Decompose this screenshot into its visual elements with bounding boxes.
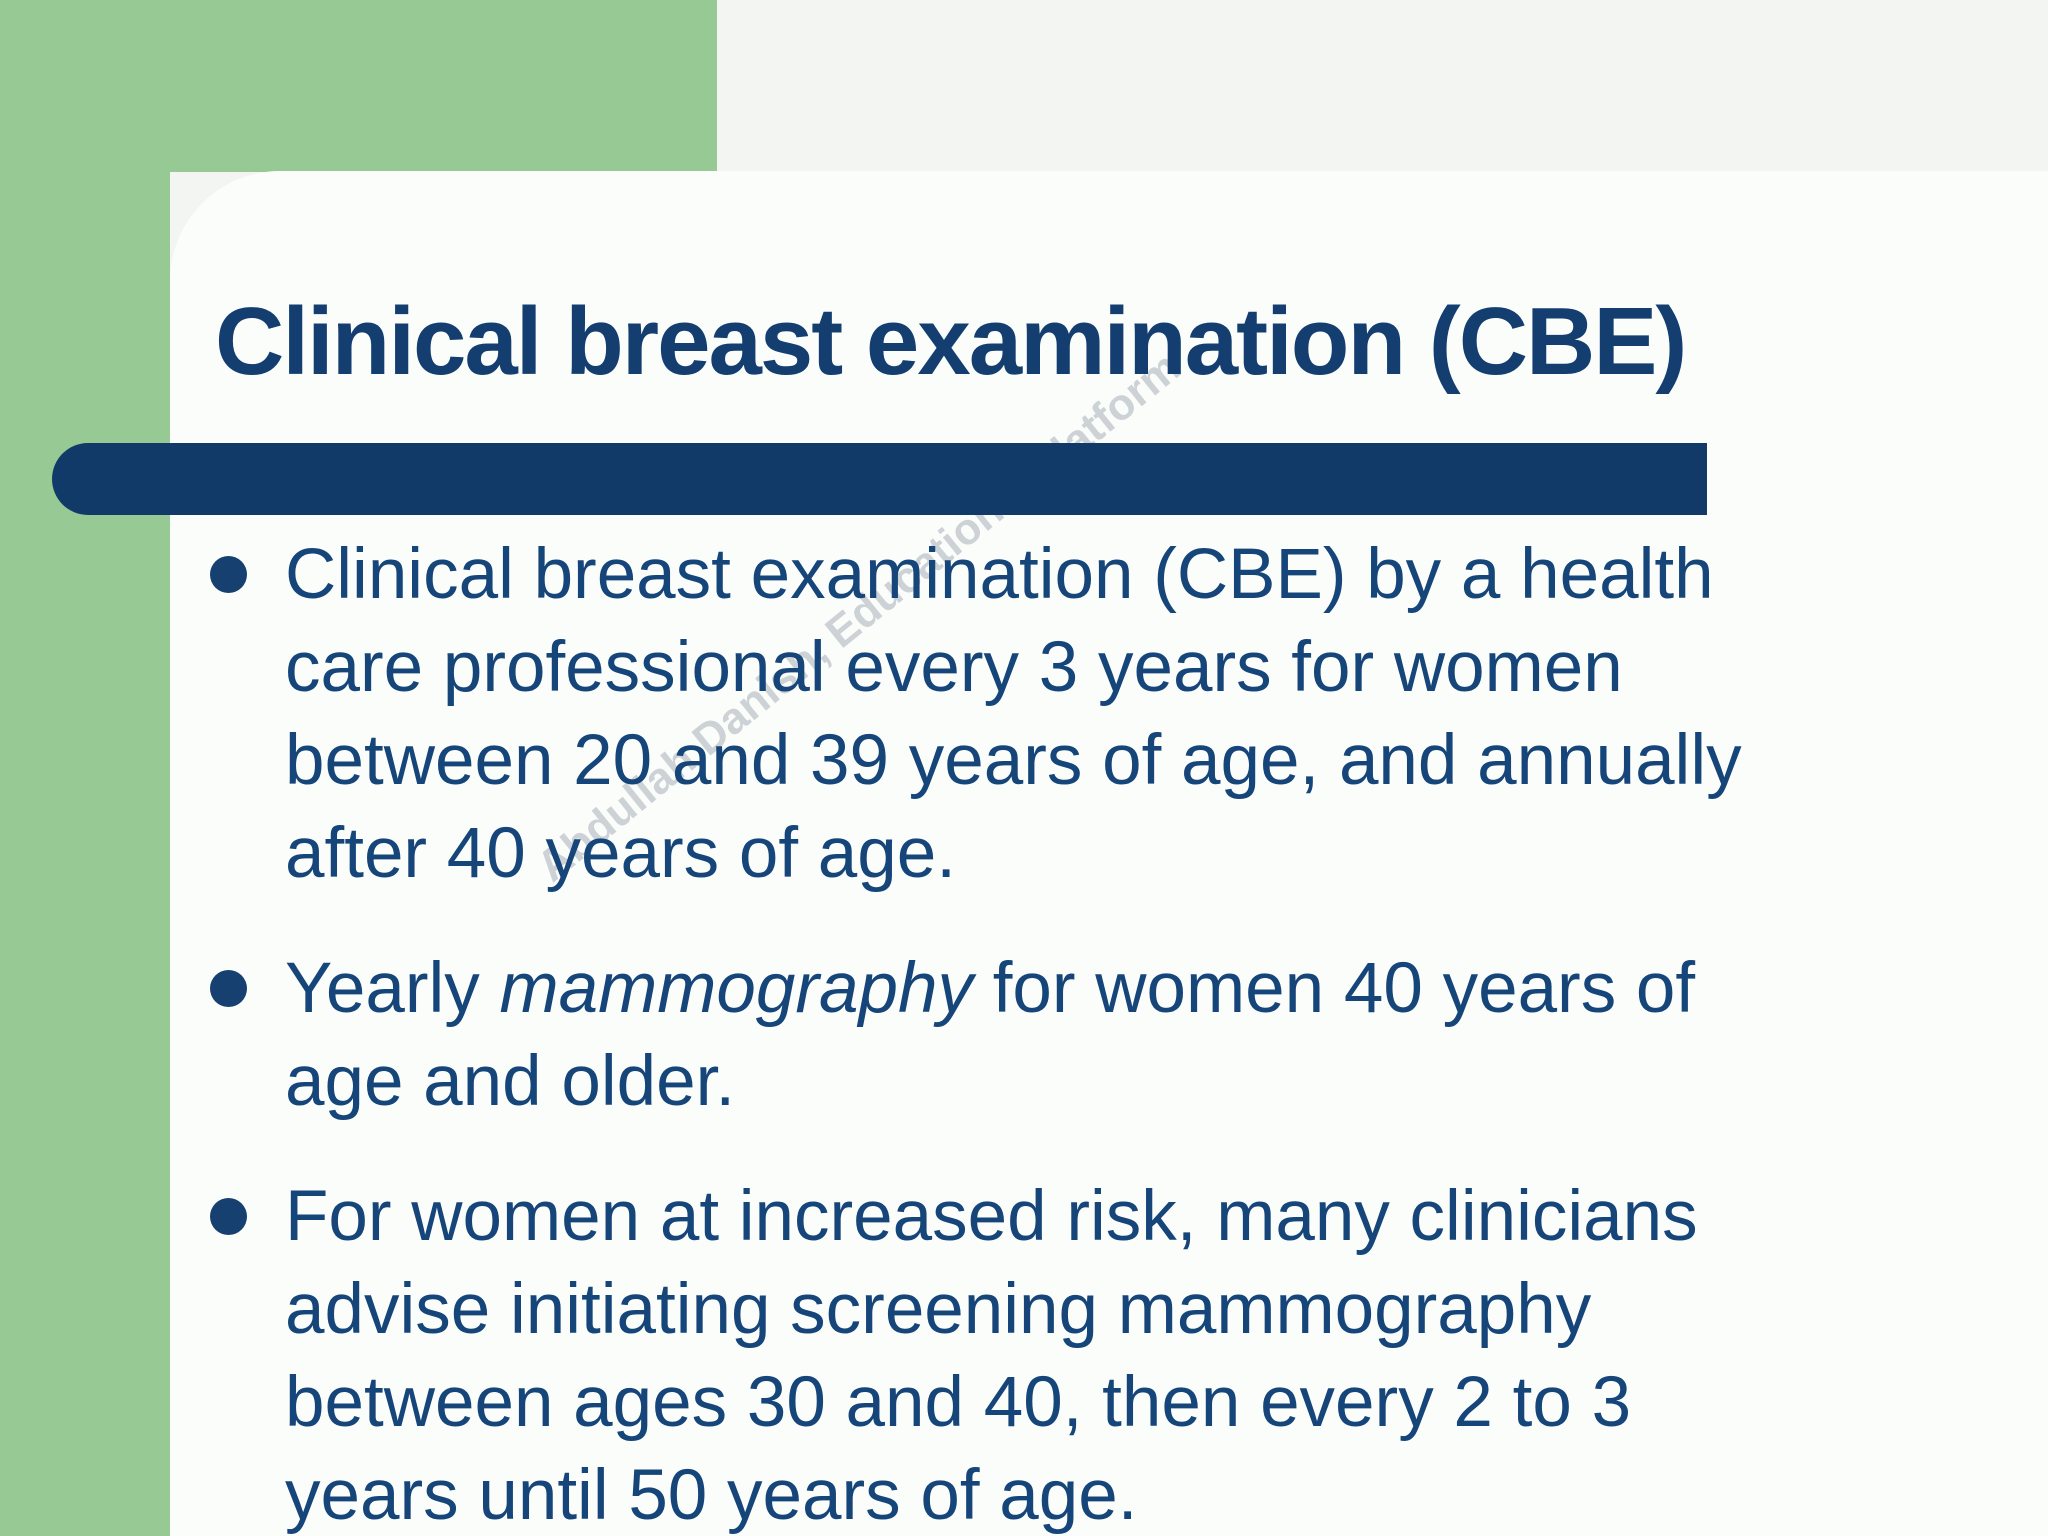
bullet-text-suffix: for women 40 years of age and older. — [285, 949, 1696, 1121]
bullet-text-prefix: Clinical breast examination (CBE) by a h… — [285, 535, 1742, 893]
bullet-item: For women at increased risk, many clinic… — [210, 1170, 1930, 1536]
title-underline-bar — [52, 443, 1707, 515]
bullet-text: Yearly mammography for women 40 years of… — [285, 942, 1695, 1128]
bullet-list: Clinical breast examination (CBE) by a h… — [210, 528, 1930, 1536]
bullet-item: Clinical breast examination (CBE) by a h… — [210, 528, 1930, 900]
slide-title: Clinical breast examination (CBE) — [215, 288, 1687, 395]
bullet-dot-icon — [210, 1198, 247, 1235]
bullet-dot-icon — [210, 970, 247, 1007]
bullet-dot-icon — [210, 556, 247, 593]
bullet-text-prefix: Yearly — [285, 949, 500, 1028]
content-card — [170, 171, 2048, 1536]
bullet-text-italic: mammography — [499, 949, 973, 1028]
bullet-item: Yearly mammography for women 40 years of… — [210, 942, 1930, 1128]
green-left-column — [0, 0, 170, 1536]
bullet-text-prefix: For women at increased risk, many clinic… — [285, 1177, 1698, 1535]
bullet-text: Clinical breast examination (CBE) by a h… — [285, 528, 1742, 900]
bullet-text: For women at increased risk, many clinic… — [285, 1170, 1698, 1536]
